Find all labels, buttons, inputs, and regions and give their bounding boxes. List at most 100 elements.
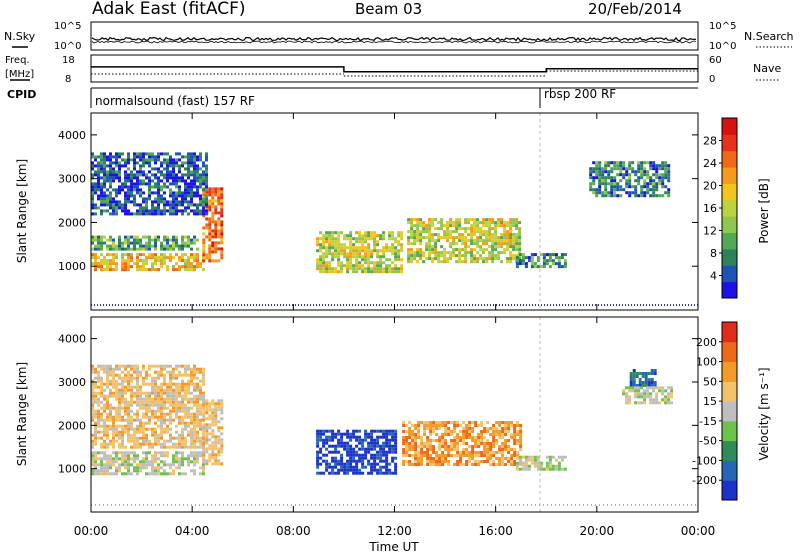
velocity-echo-cell <box>166 400 169 404</box>
velocity-echo-cell <box>118 382 121 386</box>
power-echo-cell <box>148 182 151 186</box>
power-echo-cell <box>658 167 662 171</box>
velocity-echo-cell <box>498 430 502 433</box>
power-echo-cell <box>379 261 383 265</box>
power-echo-cell <box>109 197 112 201</box>
power-echo-cell <box>625 170 629 174</box>
power-echo-cell <box>127 176 130 180</box>
velocity-echo-cell <box>214 411 218 415</box>
velocity-echo-cell <box>169 439 172 443</box>
velocity-echo-cell <box>516 430 520 433</box>
velocity-echo-cell <box>196 415 199 419</box>
velocity-echo-cell <box>97 415 100 419</box>
power-echo-cell <box>319 267 323 271</box>
power-echo-cell <box>536 256 540 260</box>
velocity-echo-cell <box>647 384 651 387</box>
power-echo-cell <box>175 206 178 210</box>
velocity-echo-cell <box>441 436 445 439</box>
power-echo-cell <box>646 176 650 180</box>
velocity-echo-cell <box>423 442 427 445</box>
velocity-echo-cell <box>142 400 145 404</box>
velocity-echo-cell <box>145 421 148 425</box>
velocity-echo-cell <box>208 423 212 427</box>
velocity-echo-cell <box>199 472 202 476</box>
velocity-echo-cell <box>411 445 415 448</box>
velocity-echo-cell <box>441 439 445 442</box>
velocity-echo-cell <box>465 430 469 433</box>
power-echo-cell <box>515 239 519 243</box>
velocity-echo-cell <box>501 430 505 433</box>
power-echo-cell <box>115 158 118 162</box>
power-echo-cell <box>220 256 224 260</box>
power-echo-cell <box>214 190 218 194</box>
velocity-echo-cell <box>157 391 160 395</box>
velocity-echo-cell <box>319 456 323 460</box>
velocity-echo-cell <box>103 418 106 422</box>
velocity-echo-cell <box>411 448 415 451</box>
velocity-echo-cell <box>124 454 127 458</box>
velocity-echo-cell <box>622 392 626 396</box>
velocity-echo-cell <box>97 364 100 368</box>
velocity-echo-cell <box>199 394 202 398</box>
velocity-echo-cell <box>142 424 145 428</box>
power-echo-cell <box>334 246 338 250</box>
velocity-echo-cell <box>160 451 163 455</box>
velocity-echo-cell <box>118 415 121 419</box>
velocity-echo-cell <box>628 401 632 405</box>
velocity-echo-cell <box>109 427 112 431</box>
velocity-echo-cell <box>355 444 359 448</box>
power-echo-cell <box>358 237 362 241</box>
time-tick-label: 00:00 <box>681 524 716 538</box>
velocity-echo-cell <box>184 427 187 431</box>
velocity-echo-cell <box>510 421 514 424</box>
power-echo-cell <box>382 255 386 259</box>
velocity-echo-cell <box>112 367 115 371</box>
velocity-echo-cell <box>388 432 392 436</box>
velocity-colorbar-frame <box>721 321 738 501</box>
power-echo-cell <box>619 164 623 168</box>
power-echo-cell <box>613 188 617 192</box>
power-echo-cell <box>637 176 641 180</box>
velocity-echo-cell <box>172 460 175 464</box>
velocity-echo-cell <box>103 472 106 476</box>
power-echo-cell <box>437 251 441 255</box>
velocity-echo-cell <box>91 364 94 368</box>
velocity-echo-cell <box>181 415 184 419</box>
power-echo-cell <box>97 161 100 165</box>
power-echo-cell <box>175 268 178 272</box>
velocity-echo-cell <box>319 435 323 439</box>
power-echo-cell <box>473 248 477 252</box>
velocity-echo-cell <box>214 405 218 409</box>
velocity-echo-cell <box>106 457 109 461</box>
velocity-echo-cell <box>220 444 224 448</box>
power-echo-cell <box>601 173 605 177</box>
power-echo-cell <box>643 194 647 198</box>
velocity-echo-cell <box>405 436 409 439</box>
velocity-echo-cell <box>91 403 94 407</box>
velocity-echo-cell <box>504 424 508 427</box>
power-echo-cell <box>328 246 332 250</box>
power-echo-cell <box>127 167 130 171</box>
time-tick-label: 00:00 <box>74 524 109 538</box>
velocity-echo-cell <box>447 421 451 424</box>
power-echo-cell <box>193 268 196 272</box>
velocity-echo-cell <box>160 403 163 407</box>
velocity-echo-cell <box>202 406 205 410</box>
power-echo-cell <box>491 221 495 225</box>
power-echo-cell <box>172 191 175 195</box>
velocity-echo-cell <box>169 421 172 425</box>
velocity-echo-cell <box>181 451 184 455</box>
velocity-echo-cell <box>414 424 418 427</box>
power-echo-cell <box>628 161 632 165</box>
velocity-echo-cell <box>364 447 368 451</box>
power-echo-cell <box>181 194 184 198</box>
power-echo-cell <box>422 254 426 258</box>
velocity-echo-cell <box>193 367 196 371</box>
velocity-echo-cell <box>405 442 409 445</box>
power-echo-cell <box>373 261 377 265</box>
power-echo-cell <box>97 176 100 180</box>
velocity-echo-cell <box>103 364 106 368</box>
velocity-echo-cell <box>199 427 202 431</box>
power-echo-cell <box>416 227 420 231</box>
velocity-echo-cell <box>154 430 157 434</box>
